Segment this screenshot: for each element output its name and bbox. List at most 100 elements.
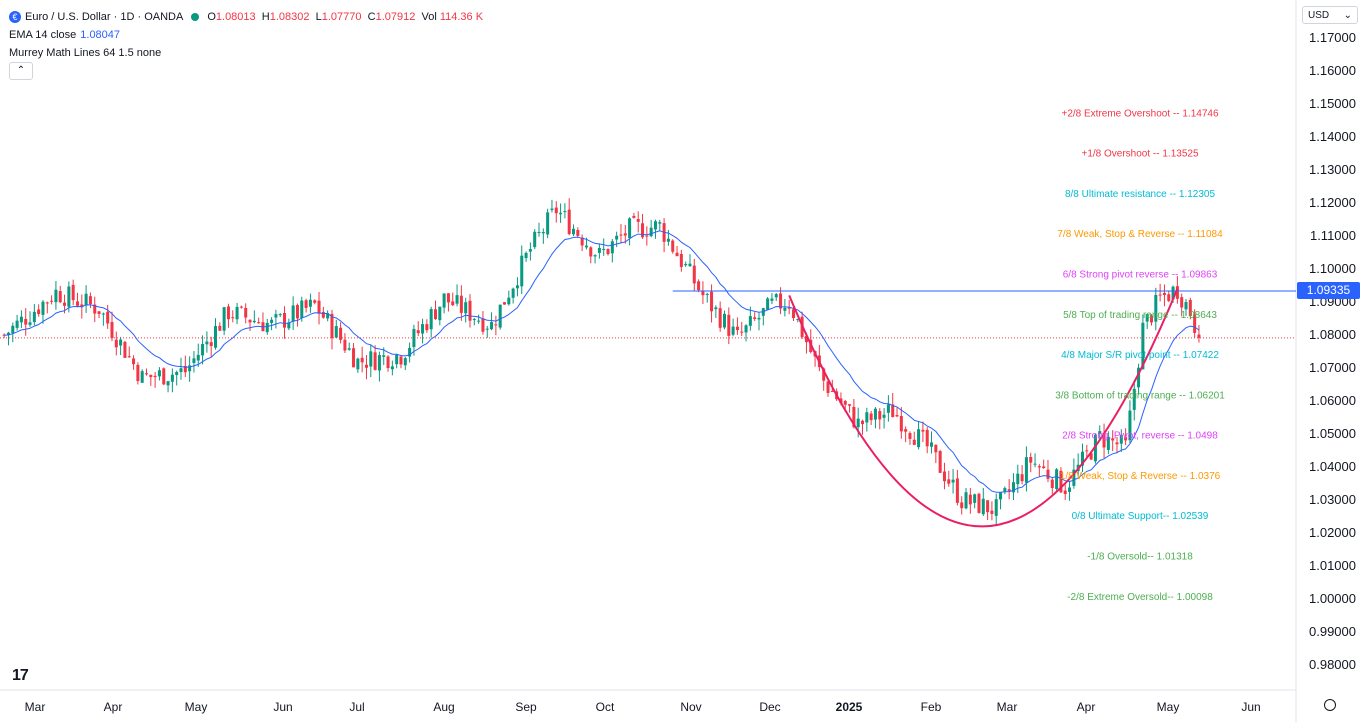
candle-body: [330, 313, 334, 339]
candle-body: [235, 306, 239, 320]
candle-body: [934, 444, 938, 453]
candle-body: [1197, 334, 1201, 338]
candle-body: [433, 309, 437, 320]
candle-body: [770, 298, 774, 301]
candle-body: [291, 305, 295, 322]
candle-body: [964, 492, 968, 509]
candle-body: [157, 370, 161, 377]
candle-body: [977, 493, 981, 513]
candle-body: [123, 341, 127, 358]
candle-body: [37, 309, 41, 315]
candle-body: [740, 331, 744, 333]
candle-body: [347, 348, 351, 350]
candle-body: [848, 404, 852, 406]
symbol-title[interactable]: Euro / U.S. Dollar · 1D · OANDA: [25, 11, 184, 23]
currency-selector[interactable]: USD ⌄: [1302, 6, 1358, 24]
candle-body: [352, 348, 356, 368]
candle-body: [226, 306, 230, 320]
candle-body: [1093, 434, 1097, 462]
candle-body: [1037, 466, 1041, 468]
candle-body: [899, 415, 903, 432]
candle-body: [502, 302, 507, 305]
candle-body: [714, 307, 718, 310]
candle-body: [649, 227, 653, 237]
candle-body: [412, 328, 416, 348]
candle-body: [999, 492, 1003, 500]
ema-legend-row[interactable]: EMA 14 close 1.08047: [9, 26, 483, 44]
candle-body: [75, 301, 79, 306]
candle-body: [753, 317, 757, 319]
y-tick-label: 1.17000: [1309, 30, 1356, 45]
candle-body: [295, 305, 299, 319]
symbol-row[interactable]: € Euro / U.S. Dollar · 1D · OANDA O1.080…: [9, 8, 483, 26]
candle-body: [1171, 286, 1175, 300]
candle-body: [446, 293, 450, 303]
candle-body: [196, 354, 200, 361]
x-tick-label: Apr: [104, 700, 123, 714]
candle-body: [248, 319, 252, 323]
candle-body: [791, 309, 796, 319]
candle-body: [162, 368, 166, 385]
candle-body: [2, 334, 6, 336]
candle-body: [895, 414, 899, 417]
candle-body: [636, 219, 640, 222]
candle-body: [1003, 488, 1007, 492]
candle-body: [326, 313, 330, 319]
candle-body: [843, 401, 847, 405]
candle-body: [382, 355, 386, 357]
y-tick-label: 1.01000: [1309, 558, 1356, 573]
candle-body: [615, 235, 619, 240]
candle-body: [270, 319, 274, 323]
candle-body: [6, 332, 10, 336]
candle-body: [183, 365, 187, 373]
candle-body: [593, 255, 597, 257]
candle-body: [645, 235, 649, 237]
candle-body: [93, 304, 97, 314]
candle-body: [188, 365, 192, 372]
y-tick-label: 1.06000: [1309, 393, 1356, 408]
candle-body: [619, 234, 623, 236]
candle-body: [455, 295, 459, 304]
candle-body: [722, 313, 726, 328]
candle-body: [54, 289, 58, 303]
candle-body: [960, 502, 964, 509]
candle-body: [1059, 470, 1063, 493]
candle-body: [15, 320, 19, 328]
candle-body: [1042, 466, 1046, 469]
candle-body: [41, 301, 45, 315]
candle-body: [19, 316, 23, 323]
x-tick-label: 2025: [836, 700, 863, 714]
candle-body: [757, 317, 761, 320]
candle-body: [140, 371, 144, 383]
candle-body: [541, 231, 545, 234]
murrey-line-label: 6/8 Strong pivot reverse -- 1.09863: [1063, 270, 1218, 281]
candle-body: [921, 429, 925, 432]
collapse-legend-button[interactable]: ⌃: [9, 62, 33, 80]
candle-body: [50, 300, 54, 302]
candle-body: [170, 374, 174, 382]
candle-body: [891, 404, 895, 418]
candle-body: [925, 429, 929, 447]
candle-body: [1011, 482, 1015, 493]
candle-body: [425, 324, 429, 331]
murrey-line-label: 1/8 Weak, Stop & Reverse -- 1.0376: [1060, 471, 1221, 482]
candle-body: [175, 371, 179, 376]
candle-body: [981, 498, 985, 515]
murrey-line-label: +2/8 Extreme Overshoot -- 1.14746: [1061, 108, 1218, 119]
x-tick-label: Mar: [25, 700, 46, 714]
candle-body: [787, 307, 791, 309]
settings-icon[interactable]: [1324, 699, 1336, 711]
candle-body: [994, 499, 998, 516]
candle-body: [179, 368, 183, 372]
candle-body: [1167, 294, 1171, 301]
candle-body: [114, 339, 118, 348]
murrey-legend-row[interactable]: Murrey Math Lines 64 1.5 none: [9, 44, 483, 62]
candle-body: [67, 286, 71, 307]
murrey-line-label: 7/8 Weak, Stop & Reverse -- 1.11084: [1057, 229, 1223, 240]
candle-body: [511, 288, 515, 298]
candle-body: [602, 248, 606, 250]
candle-body: [239, 306, 243, 308]
tradingview-logo[interactable]: 17: [12, 667, 29, 684]
candle-body: [1024, 457, 1028, 483]
